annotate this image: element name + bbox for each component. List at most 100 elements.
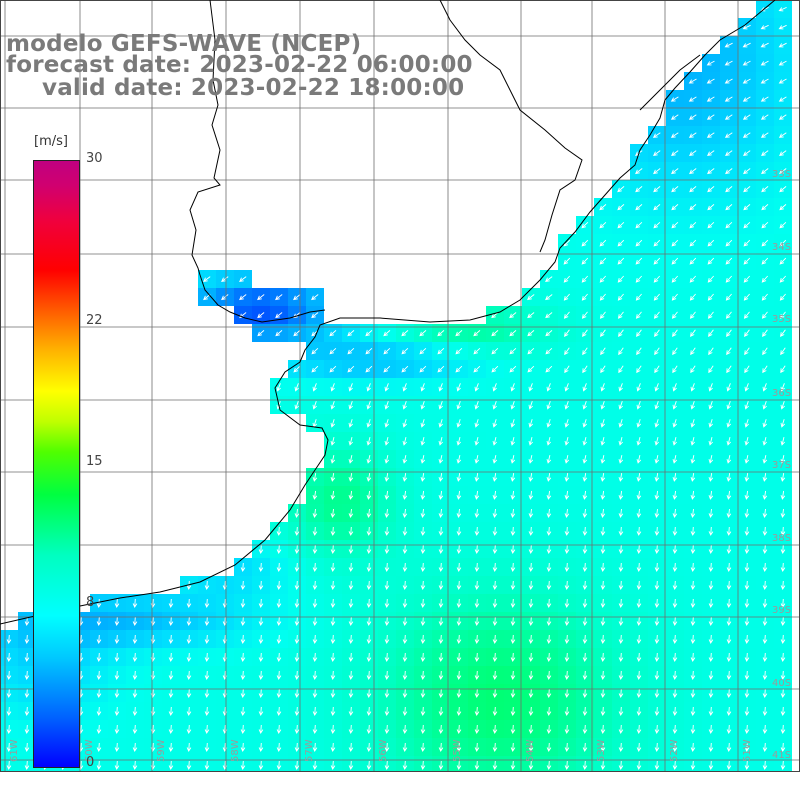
wind-arrow bbox=[726, 724, 732, 734]
wind-arrow bbox=[600, 688, 606, 698]
wind-arrow bbox=[438, 383, 443, 392]
wind-arrow bbox=[114, 670, 120, 680]
wind-arrow bbox=[582, 544, 588, 554]
wind-arrow bbox=[528, 526, 534, 536]
wind-arrow bbox=[744, 544, 750, 554]
wind-arrow bbox=[330, 562, 336, 572]
wind-arrow bbox=[708, 544, 714, 554]
wind-arrow bbox=[330, 526, 336, 536]
wind-arrow bbox=[474, 598, 480, 608]
wind-arrow bbox=[402, 634, 408, 644]
wind-arrow bbox=[366, 490, 372, 500]
wind-arrow bbox=[438, 508, 444, 518]
river-plate-north-shore bbox=[199, 274, 326, 323]
wind-arrow bbox=[24, 652, 30, 662]
wind-arrow bbox=[186, 760, 192, 770]
wind-arrow bbox=[168, 742, 174, 752]
wind-arrow bbox=[744, 634, 750, 644]
wind-arrow bbox=[744, 490, 750, 500]
wind-arrow bbox=[438, 401, 444, 410]
wind-arrow bbox=[564, 419, 570, 428]
wind-arrow bbox=[330, 544, 336, 554]
wind-arrow bbox=[275, 330, 283, 337]
wind-arrow bbox=[455, 347, 463, 355]
border-line bbox=[189, 0, 221, 276]
wind-arrow bbox=[654, 760, 660, 770]
wind-arrow bbox=[689, 221, 697, 229]
wind-arrow bbox=[258, 760, 264, 770]
wind-arrow bbox=[600, 742, 606, 752]
wind-arrow bbox=[708, 419, 714, 428]
latitude-label: 35S bbox=[772, 314, 791, 325]
wind-arrow bbox=[204, 724, 210, 734]
wind-arrow bbox=[96, 688, 102, 698]
wind-arrow bbox=[726, 490, 732, 500]
wind-arrow bbox=[168, 724, 174, 734]
wind-arrow bbox=[636, 706, 642, 716]
wind-arrow bbox=[132, 670, 138, 680]
wind-arrow bbox=[706, 60, 715, 66]
wind-arrow bbox=[186, 634, 192, 644]
wind-arrow bbox=[778, 78, 787, 84]
wind-arrow bbox=[312, 598, 318, 608]
wind-arrow bbox=[438, 526, 444, 536]
wind-arrow bbox=[760, 24, 769, 30]
wind-arrow bbox=[402, 616, 408, 626]
wind-arrow bbox=[473, 330, 481, 337]
wind-arrow bbox=[582, 688, 588, 698]
wind-arrow bbox=[330, 616, 336, 626]
wind-arrow bbox=[132, 634, 138, 644]
wind-arrow bbox=[311, 312, 319, 319]
wind-arrow bbox=[510, 544, 516, 554]
longitude-labels: 61W 60W 59W 58W 57W 56W 55W 54W 53W 52W 51W bbox=[9, 739, 753, 762]
wind-arrow bbox=[437, 347, 445, 355]
wind-arrow bbox=[492, 454, 498, 464]
wind-arrow bbox=[384, 436, 390, 446]
wind-arrow bbox=[744, 329, 750, 337]
wind-arrow bbox=[527, 365, 535, 373]
graticule bbox=[0, 0, 800, 772]
wind-arrow bbox=[600, 473, 606, 482]
wind-arrow bbox=[276, 670, 282, 680]
wind-arrow bbox=[689, 275, 697, 283]
wind-arrow bbox=[186, 652, 192, 662]
wind-arrow bbox=[762, 383, 767, 392]
wind-arrow bbox=[672, 598, 678, 608]
wind-arrow bbox=[294, 652, 300, 662]
wind-arrow bbox=[474, 724, 480, 734]
wind-arrow bbox=[599, 275, 607, 283]
wind-arrow bbox=[672, 760, 678, 770]
wind-arrow bbox=[240, 652, 246, 662]
wind-arrow bbox=[653, 293, 660, 301]
wind-arrow bbox=[672, 670, 678, 680]
wind-arrow bbox=[294, 580, 300, 590]
wind-arrow bbox=[420, 652, 426, 662]
longitude-label: 56W bbox=[378, 739, 389, 762]
wind-arrow bbox=[618, 706, 624, 716]
wind-arrow bbox=[510, 562, 516, 572]
wind-arrow bbox=[670, 132, 679, 138]
wind-arrow bbox=[474, 490, 480, 500]
wind-arrow bbox=[240, 634, 246, 644]
wind-arrow bbox=[672, 454, 678, 464]
wind-arrow bbox=[690, 724, 696, 734]
wind-arrow bbox=[168, 760, 174, 770]
wind-arrow bbox=[654, 616, 660, 626]
wind-arrow bbox=[672, 634, 678, 644]
wind-arrow bbox=[330, 490, 336, 500]
wind-arrow bbox=[708, 526, 714, 536]
wind-arrow bbox=[707, 168, 715, 175]
wind-arrow bbox=[330, 401, 336, 410]
wind-arrow bbox=[509, 347, 517, 355]
wind-arrow bbox=[635, 239, 643, 247]
wind-arrow bbox=[618, 508, 624, 518]
wind-arrow bbox=[778, 42, 787, 48]
wind-arrow bbox=[348, 401, 354, 410]
wind-arrow bbox=[744, 562, 750, 572]
wind-arrow bbox=[348, 562, 354, 572]
wind-arrow bbox=[492, 401, 498, 410]
wind-arrow bbox=[384, 724, 390, 734]
wind-arrow bbox=[402, 473, 408, 482]
wind-arrow bbox=[492, 634, 498, 644]
wind-arrow bbox=[258, 634, 264, 644]
